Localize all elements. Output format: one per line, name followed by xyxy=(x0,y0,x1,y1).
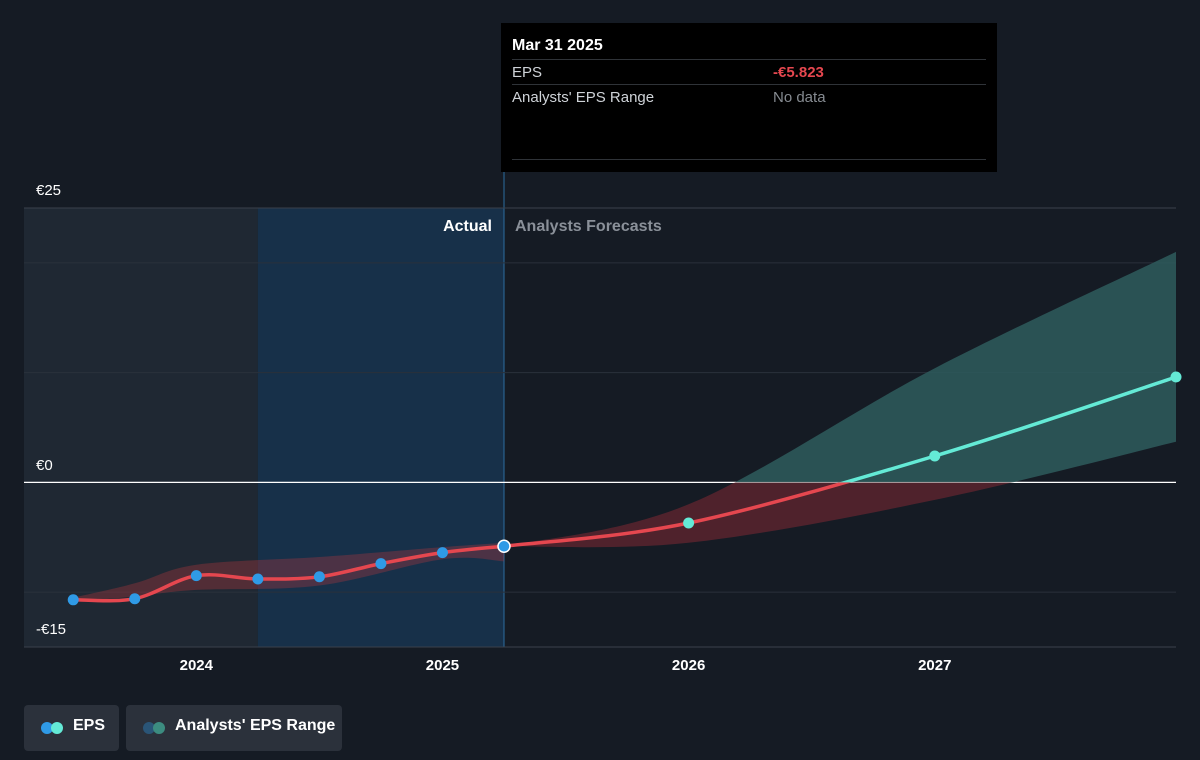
forecast-region-label: Analysts Forecasts xyxy=(515,218,662,235)
tooltip-eps-value: -€5.823 xyxy=(773,64,824,81)
eps-legend-icon xyxy=(41,722,65,734)
eps-forecast-point xyxy=(683,517,695,529)
tooltip-range-label: Analysts' EPS Range xyxy=(512,89,655,106)
tooltip: Mar 31 2025 EPS -€5.823 Analysts' EPS Ra… xyxy=(501,23,997,172)
legend-range-label: Analysts' EPS Range xyxy=(175,717,336,734)
eps-point xyxy=(436,547,448,559)
y-tick-label: €0 xyxy=(36,457,53,474)
tooltip-range-value: No data xyxy=(773,89,826,106)
x-tick-label: 2027 xyxy=(918,657,951,674)
actual-highlight-region xyxy=(257,208,504,647)
x-tick-label: 2025 xyxy=(426,657,459,674)
eps-point xyxy=(375,558,387,570)
eps-point xyxy=(313,571,325,583)
y-tick-label: -€15 xyxy=(36,621,66,638)
eps-actual-line xyxy=(71,544,506,603)
eps-forecast-point xyxy=(929,450,941,462)
tooltip-row-range: Analysts' EPS Range No data xyxy=(512,84,986,110)
tooltip-row-eps: EPS -€5.823 xyxy=(512,59,986,85)
eps-point-selected xyxy=(497,539,511,554)
eps-point xyxy=(129,593,141,605)
forecast-eps-range-band xyxy=(734,251,1176,483)
eps-point xyxy=(67,594,79,606)
x-tick-label: 2026 xyxy=(672,657,705,674)
legend-eps-label: EPS xyxy=(73,717,106,734)
legend-eps[interactable]: EPS xyxy=(24,705,119,751)
actual-region-label: Actual xyxy=(443,218,492,235)
eps-point xyxy=(190,570,202,582)
eps-forecast-line-negative xyxy=(503,482,852,549)
eps-range-legend-icon xyxy=(143,722,167,734)
past-eps-range-band xyxy=(73,542,504,602)
eps-point xyxy=(252,573,264,585)
tooltip-divider xyxy=(512,159,986,160)
legend-eps-range[interactable]: Analysts' EPS Range xyxy=(126,705,342,751)
eps-forecast-line xyxy=(839,375,1177,483)
eps-forecast-point xyxy=(1170,371,1182,383)
tooltip-date: Mar 31 2025 xyxy=(512,37,603,54)
x-tick-label: 2024 xyxy=(180,657,214,674)
y-tick-label: €25 xyxy=(36,182,61,199)
tooltip-eps-label: EPS xyxy=(512,64,543,81)
